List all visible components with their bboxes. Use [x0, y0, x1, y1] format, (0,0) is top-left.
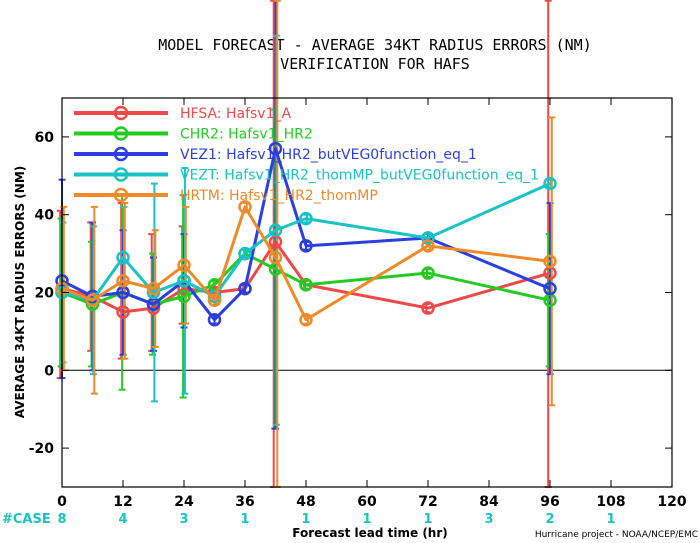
series-point — [268, 141, 283, 156]
case-counts: 8 4 3 1 1 1 1 3 2 1 — [57, 512, 615, 527]
legend-marker — [113, 105, 129, 121]
y-tick-label: 0 — [44, 363, 54, 379]
y-tick-label: 40 — [35, 208, 55, 224]
legend-marker — [113, 167, 129, 182]
axis-ticks: 0 12 24 36 48 60 72 84 96 108 120 -20 0 20 40 60 — [29, 98, 687, 510]
series-line — [62, 252, 551, 306]
x-tick-label: 72 — [418, 494, 437, 510]
case-count: 1 — [301, 512, 310, 527]
series-point — [238, 200, 252, 214]
legend-label: HRTM: Hafsv1_HR2_thomMP — [180, 188, 378, 204]
series-line — [62, 205, 551, 322]
series-point — [299, 211, 313, 226]
x-tick-label: 120 — [657, 494, 686, 510]
series-point — [543, 254, 557, 269]
series-point — [116, 305, 130, 319]
error-bar — [548, 116, 556, 407]
series-point — [421, 239, 435, 253]
y-axis-label: AVERAGE 34KT RADIUS ERRORS (NM) — [13, 166, 27, 418]
chart-subtitle: VERIFICATION FOR HAFS — [280, 55, 470, 73]
series-line — [62, 240, 551, 314]
x-axis-label: Forecast lead time (hr) — [292, 526, 448, 540]
x-tick-label: 48 — [296, 494, 315, 510]
series-point — [299, 312, 313, 327]
series-point — [116, 250, 130, 265]
series-point — [421, 231, 435, 245]
case-count: 3 — [484, 512, 493, 527]
x-tick-label: 36 — [235, 494, 254, 510]
x-tick-label: 96 — [540, 494, 559, 510]
legend-marker — [113, 146, 129, 162]
x-tick-label: 0 — [57, 494, 67, 510]
y-tick-label: 20 — [35, 286, 55, 302]
legend-marker — [113, 126, 129, 141]
series-point — [543, 176, 557, 191]
chart-title: MODEL FORECAST - AVERAGE 34KT RADIUS ERR… — [158, 36, 591, 54]
case-count: 4 — [118, 512, 127, 527]
series-point — [85, 293, 100, 308]
series-point — [421, 301, 435, 315]
credit-text: Hurricane project - NOAA/NCEP/EMC — [535, 530, 698, 540]
case-label: #CASE — [2, 512, 51, 527]
case-count: 2 — [545, 512, 554, 527]
series-point — [268, 223, 283, 238]
case-count: 8 — [57, 512, 66, 527]
series-point — [299, 277, 313, 292]
legend-marker — [113, 187, 129, 203]
x-tick-label: 108 — [596, 494, 625, 510]
legend-entry: VEZT: Hafsv1_HR2_thomMP_butVEG0function_… — [74, 167, 539, 184]
x-tick-label: 60 — [357, 494, 377, 510]
legend-label: VEZ1: Hafsv1_HR2_butVEG0function_eq_1 — [180, 147, 477, 163]
legend-label: VEZT: Hafsv1_HR2_thomMP_butVEG0function_… — [180, 168, 539, 184]
case-count: 1 — [240, 512, 249, 527]
series-point — [299, 239, 313, 253]
series-point — [177, 289, 191, 304]
legend: HFSA: Hafsv1_A CHR2: Hafsv1_HR2 VEZ1: Hafs… — [74, 105, 539, 204]
case-count: 3 — [179, 512, 188, 527]
series-point — [421, 266, 435, 280]
series-point — [146, 281, 161, 296]
x-tick-label: 84 — [479, 494, 499, 510]
x-tick-label: 12 — [113, 494, 132, 510]
x-tick-label: 24 — [174, 494, 194, 510]
case-count: 1 — [423, 512, 432, 527]
series-point — [268, 250, 283, 265]
legend-entry: HRTM: Hafsv1_HR2_thomMP — [74, 187, 378, 204]
y-tick-label: 60 — [35, 130, 55, 146]
series-point — [207, 312, 222, 327]
series-point — [177, 258, 191, 273]
legend-label: CHR2: Hafsv1_HR2 — [180, 127, 313, 143]
legend-label: HFSA: Hafsv1_A — [180, 106, 292, 122]
plot-area — [55, 0, 672, 488]
series-point — [207, 293, 222, 308]
series-line — [62, 147, 551, 322]
series-point — [238, 281, 252, 296]
series-point — [116, 274, 130, 288]
series-point — [238, 246, 252, 261]
legend-entry: VEZ1: Hafsv1_HR2_butVEG0function_eq_1 — [74, 146, 477, 163]
series-point — [543, 281, 557, 296]
series-point — [177, 274, 191, 288]
legend-entry: HFSA: Hafsv1_A — [74, 105, 292, 122]
case-count: 1 — [606, 512, 615, 527]
y-tick-label: -20 — [29, 441, 55, 457]
case-count: 1 — [362, 512, 371, 527]
legend-entry: CHR2: Hafsv1_HR2 — [74, 126, 313, 143]
